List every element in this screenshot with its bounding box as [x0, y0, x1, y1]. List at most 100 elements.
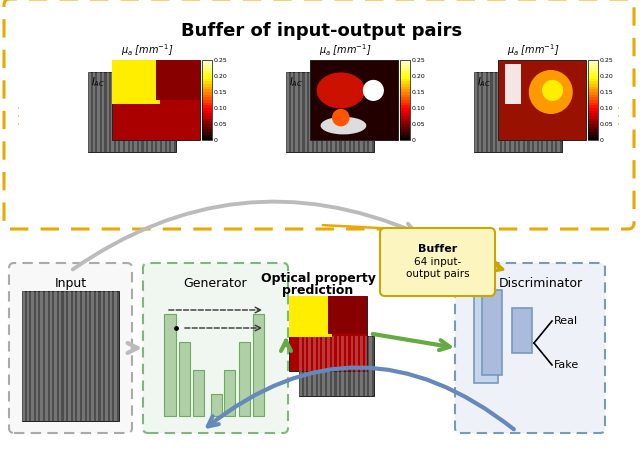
- Bar: [400, 103, 410, 106]
- Bar: [400, 119, 410, 121]
- Bar: [202, 87, 212, 89]
- Bar: [202, 135, 212, 137]
- Circle shape: [529, 70, 573, 114]
- Bar: [286, 72, 374, 152]
- Bar: [474, 72, 477, 152]
- Bar: [54, 291, 57, 421]
- Text: Input: Input: [54, 277, 86, 290]
- Bar: [588, 113, 598, 116]
- Bar: [588, 76, 598, 79]
- FancyBboxPatch shape: [4, 0, 634, 229]
- Bar: [110, 291, 112, 421]
- Bar: [202, 95, 212, 97]
- Text: 0.10: 0.10: [412, 106, 426, 111]
- Text: Buffer: Buffer: [418, 244, 457, 254]
- Circle shape: [542, 80, 563, 101]
- Bar: [400, 108, 410, 111]
- Bar: [474, 72, 562, 152]
- Bar: [351, 72, 353, 152]
- FancyBboxPatch shape: [9, 263, 132, 433]
- Bar: [202, 116, 212, 119]
- Bar: [332, 72, 335, 152]
- Text: 0.15: 0.15: [214, 90, 228, 95]
- Bar: [588, 116, 598, 119]
- Bar: [369, 336, 372, 396]
- Bar: [351, 336, 353, 396]
- Bar: [588, 124, 598, 127]
- Bar: [73, 291, 76, 421]
- Bar: [202, 119, 212, 121]
- Bar: [202, 63, 212, 65]
- Bar: [202, 60, 212, 140]
- Bar: [162, 72, 164, 152]
- Bar: [512, 308, 532, 353]
- Bar: [588, 127, 598, 130]
- Text: Real: Real: [554, 316, 578, 326]
- FancyBboxPatch shape: [455, 263, 605, 433]
- Bar: [130, 72, 132, 152]
- Bar: [588, 97, 598, 100]
- Bar: [360, 72, 363, 152]
- Bar: [557, 72, 560, 152]
- Bar: [153, 72, 156, 152]
- Bar: [193, 371, 204, 416]
- Bar: [588, 89, 598, 92]
- Bar: [327, 336, 330, 396]
- Bar: [400, 73, 410, 76]
- Bar: [516, 72, 518, 152]
- Bar: [289, 296, 367, 371]
- Bar: [92, 291, 94, 421]
- Bar: [202, 73, 212, 76]
- Ellipse shape: [317, 72, 365, 108]
- Bar: [309, 72, 312, 152]
- Bar: [310, 60, 398, 140]
- Bar: [36, 291, 38, 421]
- Bar: [588, 121, 598, 124]
- Bar: [400, 87, 410, 89]
- Text: · · ·: · · ·: [614, 105, 627, 125]
- Text: Discriminator: Discriminator: [499, 277, 583, 290]
- Bar: [22, 291, 119, 421]
- Bar: [400, 60, 410, 63]
- Bar: [116, 72, 118, 152]
- Ellipse shape: [321, 117, 366, 135]
- Bar: [202, 89, 212, 92]
- Bar: [40, 291, 43, 421]
- Bar: [77, 291, 80, 421]
- Text: 0.20: 0.20: [600, 73, 614, 78]
- Bar: [400, 135, 410, 137]
- Bar: [588, 65, 598, 68]
- Bar: [172, 72, 174, 152]
- Text: 0.20: 0.20: [412, 73, 426, 78]
- Bar: [346, 336, 348, 396]
- Bar: [337, 336, 339, 396]
- Bar: [106, 72, 109, 152]
- Bar: [300, 72, 303, 152]
- Bar: [588, 108, 598, 111]
- Bar: [50, 291, 52, 421]
- Bar: [202, 79, 212, 82]
- Bar: [202, 124, 212, 127]
- Text: $\mu_a$ [mm$^{-1}$]: $\mu_a$ [mm$^{-1}$]: [121, 42, 173, 58]
- Bar: [588, 111, 598, 113]
- Bar: [400, 76, 410, 79]
- Bar: [295, 72, 298, 152]
- Bar: [400, 111, 410, 113]
- Circle shape: [332, 109, 349, 126]
- Bar: [400, 89, 410, 92]
- Text: 0.15: 0.15: [412, 90, 426, 95]
- Bar: [59, 291, 61, 421]
- Bar: [482, 290, 502, 375]
- FancyBboxPatch shape: [143, 263, 288, 433]
- Bar: [148, 72, 151, 152]
- Bar: [483, 72, 486, 152]
- Bar: [400, 68, 410, 71]
- Text: 64 input-: 64 input-: [414, 257, 461, 267]
- Text: prediction: prediction: [282, 284, 354, 297]
- Bar: [588, 132, 598, 135]
- Bar: [588, 68, 598, 71]
- Text: · · ·: · · ·: [13, 105, 26, 125]
- Bar: [548, 72, 550, 152]
- Bar: [100, 291, 103, 421]
- Text: 0.05: 0.05: [412, 121, 426, 126]
